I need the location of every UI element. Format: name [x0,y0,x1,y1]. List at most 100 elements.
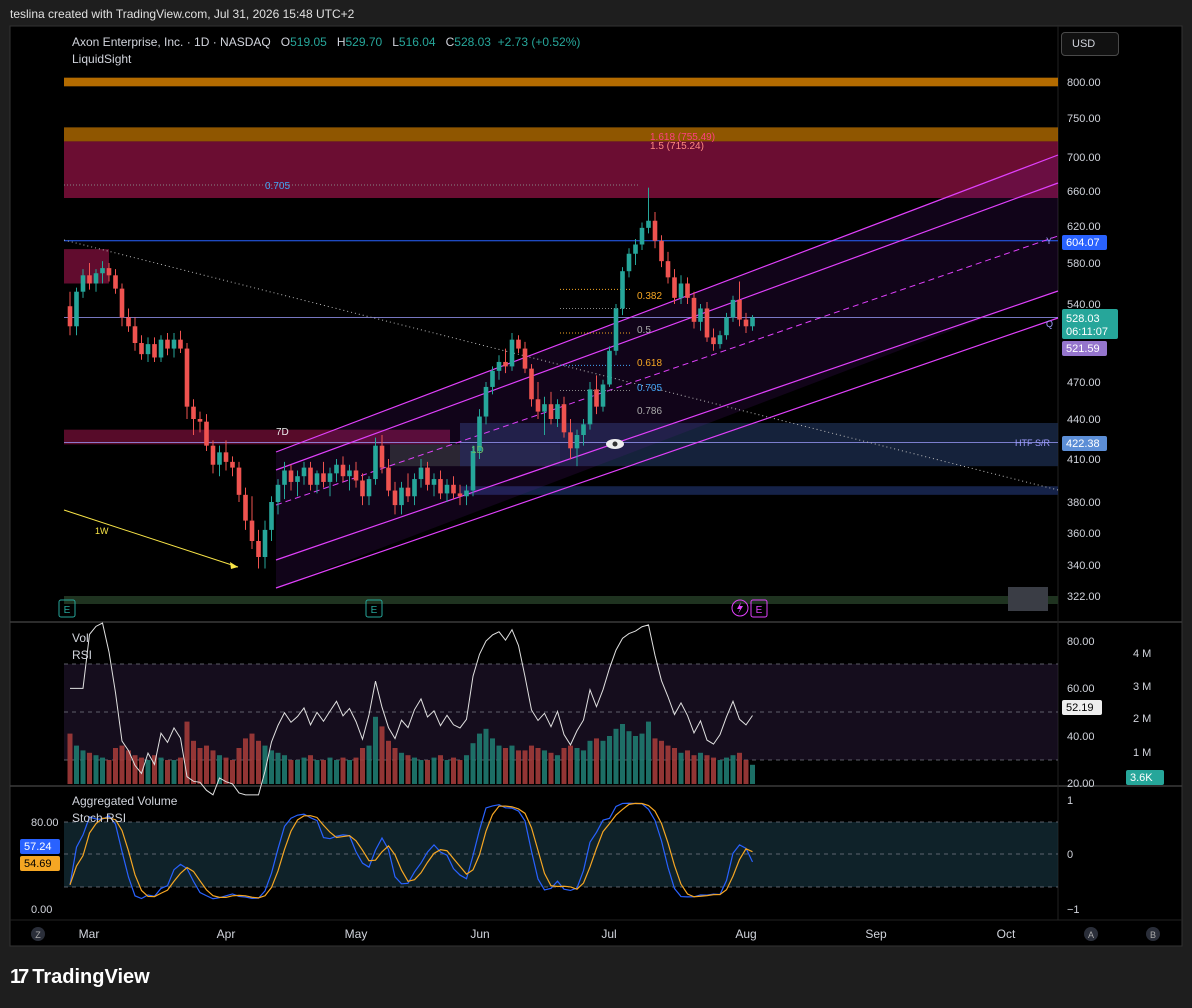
volume-bar [698,752,703,784]
vol-title[interactable]: Vol [72,631,89,645]
volume-tick-label: 2 M [1133,713,1151,725]
volume-bar [613,728,619,784]
channel-lower [275,317,1059,589]
volume-bar [561,748,567,784]
currency-selector[interactable]: USD [1061,32,1119,56]
volume-bar [74,745,79,784]
volume-bar [197,748,203,784]
volume-bar [737,752,742,784]
volume-bar [366,745,372,784]
candle-body [249,520,255,541]
candle-body [535,399,541,412]
agg-volume-title[interactable]: Aggregated Volume [72,794,178,808]
volume-bar [210,750,216,784]
volume-bar [418,760,424,784]
bottom-circle-icon [1084,927,1098,941]
badge-last-bg [1062,309,1118,339]
volume-bar [477,733,482,784]
earnings-marker-icon [365,599,383,618]
badge-stoch-k-bg [20,839,60,854]
candle-body [542,404,547,412]
change-value: +2.73 (+0.52%) [497,35,581,49]
zone-7d-label: 7D [276,427,289,438]
volume-tick-label: 4 M [1133,648,1151,660]
high-label: H [336,35,346,49]
candle-body [340,464,346,477]
open-label: O [280,35,291,49]
zone-1d-label: 1D [471,445,484,456]
candle-body [672,277,677,298]
fib-0618-label: 0.618 [637,358,662,369]
time-tick-label: Sep [865,927,887,941]
symbol-title[interactable]: Axon Enterprise, Inc. · 1D · NASDAQ [72,35,271,49]
candle-body [405,487,411,497]
candle-body [412,479,417,497]
indicator-name[interactable]: LiquidSight [72,52,132,66]
candle-body [438,479,443,494]
rsi-title[interactable]: RSI [72,648,93,662]
candle-body [516,339,521,349]
volume-bar [600,740,606,784]
rsi-tick-label: 60.00 [1067,683,1095,695]
trend-1w-label: 1W [95,526,109,536]
candle-body [587,389,593,425]
candle-body [204,421,209,446]
candle-body [269,502,274,530]
candle-body [626,253,632,272]
volume-bar [574,748,580,784]
badge-vol-bg [1126,770,1164,785]
price-tick-label: 470.00 [1067,377,1101,389]
candle-body [548,404,554,419]
volume-bar [509,745,515,784]
rsi-line [70,622,753,796]
candle-body [685,283,690,298]
badge-countdown: 06:11:07 [1066,326,1108,338]
volume-bar [87,752,92,784]
candle-body [665,261,671,278]
candle-body [750,317,755,327]
volume-bar [139,757,144,784]
earnings-marker-icon [58,599,76,618]
volume-bar [496,745,502,784]
volume-bar [113,748,118,784]
fib-15-label: 1.5 (715.24) [650,141,704,152]
candle-body [308,467,313,485]
candle-body [678,283,684,298]
candle-body [392,490,398,506]
volume-bar [295,760,300,784]
eye-pupil-icon [612,441,618,447]
volume-bar [308,755,313,784]
volume-bar [340,757,346,784]
channel-lower-inner [275,290,1059,561]
badge-521: 521.59 [1066,343,1100,355]
volume-bar [386,740,391,784]
volume-bar [646,721,651,784]
volume-bar [360,748,365,784]
volume-bar [490,738,495,784]
candle-body [444,484,450,494]
candle-body [711,337,716,345]
candle-body [561,404,567,433]
volume-bar [633,736,638,784]
tradingview-logo[interactable]: 17 TradingView [10,966,150,989]
low-value: 516.04 [398,35,436,49]
volume-bar [379,726,385,784]
supply-zone-top [64,77,1058,87]
badge-htf: 422.38 [1066,438,1100,450]
tradingview-mark-icon: 17 [10,966,29,988]
stoch-rsi-title[interactable]: Stoch RSI [72,811,127,825]
volume-bar [269,750,274,784]
time-tick-label: Mar [79,927,100,941]
volume-bar [100,757,105,784]
time-tick-label: Aug [735,927,756,941]
candle-body [301,467,307,477]
fib-1618-label: 1.618 (755.49) [650,132,715,143]
candle-body [158,339,164,358]
candle-body [353,470,359,481]
brand-name: TradingView [32,966,150,988]
volume-bar [184,721,190,784]
stoch-band [64,822,1058,887]
volume-bar [672,748,677,784]
volume-bar [451,757,456,784]
candle-body [503,361,508,367]
